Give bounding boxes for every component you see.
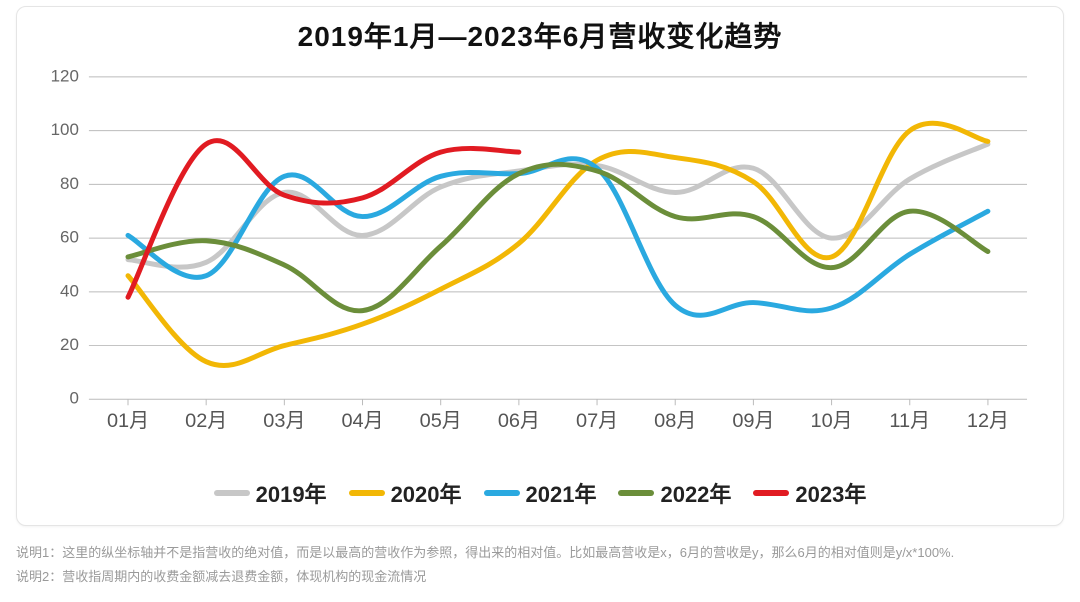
page: 2019年1月—2023年6月营收变化趋势 0 20 40 60 80 100 120 01月…	[0, 0, 1080, 602]
x-tick-label: 07月	[576, 410, 618, 432]
y-tick-label: 120	[51, 67, 79, 85]
legend-label: 2023年	[795, 477, 866, 509]
x-tick-label: 04月	[341, 410, 383, 432]
footnote-2: 说明2：营收指周期内的收费金额减去退费金额，体现机构的现金流情况	[16, 565, 1064, 590]
legend-item-2019年: 2019年	[214, 477, 327, 509]
chart-title: 2019年1月—2023年6月营收变化趋势	[17, 15, 1063, 55]
x-tick-label: 09月	[732, 410, 774, 432]
x-tick-label: 02月	[185, 410, 227, 432]
plot-area: 0 20 40 60 80 100 120 01月 02月 03月 04月 05月 06月 07月 08月 0…	[45, 67, 1035, 435]
x-tick-label: 03月	[263, 410, 305, 432]
line-chart-svg: 0 20 40 60 80 100 120 01月 02月 03月 04月 05月 06月 07月 08月 0…	[45, 67, 1035, 435]
x-tick-label: 12月	[967, 410, 1009, 432]
legend: 2019年 2020年 2021年 2022年 2023年	[17, 477, 1063, 509]
y-tick-label: 20	[60, 335, 79, 354]
footnotes: 说明1：这里的纵坐标轴并不是指营收的绝对值，而是以最高的营收作为参照，得出来的相…	[16, 541, 1064, 590]
legend-swatch	[349, 490, 385, 496]
legend-label: 2019年	[256, 477, 327, 509]
x-tick-label: 06月	[498, 410, 540, 432]
revenue-trend-chart: 2019年1月—2023年6月营收变化趋势 0 20 40 60 80 100 120 01月…	[16, 6, 1064, 526]
footnote-1: 说明1：这里的纵坐标轴并不是指营收的绝对值，而是以最高的营收作为参照，得出来的相…	[16, 541, 1064, 566]
legend-swatch	[618, 490, 654, 496]
legend-swatch	[214, 490, 250, 496]
legend-item-2021年: 2021年	[484, 477, 597, 509]
x-tick-label: 10月	[811, 410, 853, 432]
y-tick-label: 100	[51, 120, 79, 139]
x-tick-label: 08月	[654, 410, 696, 432]
legend-item-2022年: 2022年	[618, 477, 731, 509]
legend-label: 2021年	[526, 477, 597, 509]
legend-label: 2020年	[391, 477, 462, 509]
legend-item-2023年: 2023年	[753, 477, 866, 509]
legend-swatch	[753, 490, 789, 496]
x-tick-label: 01月	[107, 410, 149, 432]
legend-swatch	[484, 490, 520, 496]
series-line-2022年	[128, 164, 988, 311]
legend-label: 2022年	[660, 477, 731, 509]
y-tick-label: 80	[60, 174, 79, 193]
legend-item-2020年: 2020年	[349, 477, 462, 509]
x-tick-label: 05月	[420, 410, 462, 432]
y-tick-label: 0	[69, 389, 78, 408]
y-tick-label: 60	[60, 228, 79, 247]
y-tick-label: 40	[60, 281, 79, 300]
x-tick-label: 11月	[889, 410, 930, 432]
